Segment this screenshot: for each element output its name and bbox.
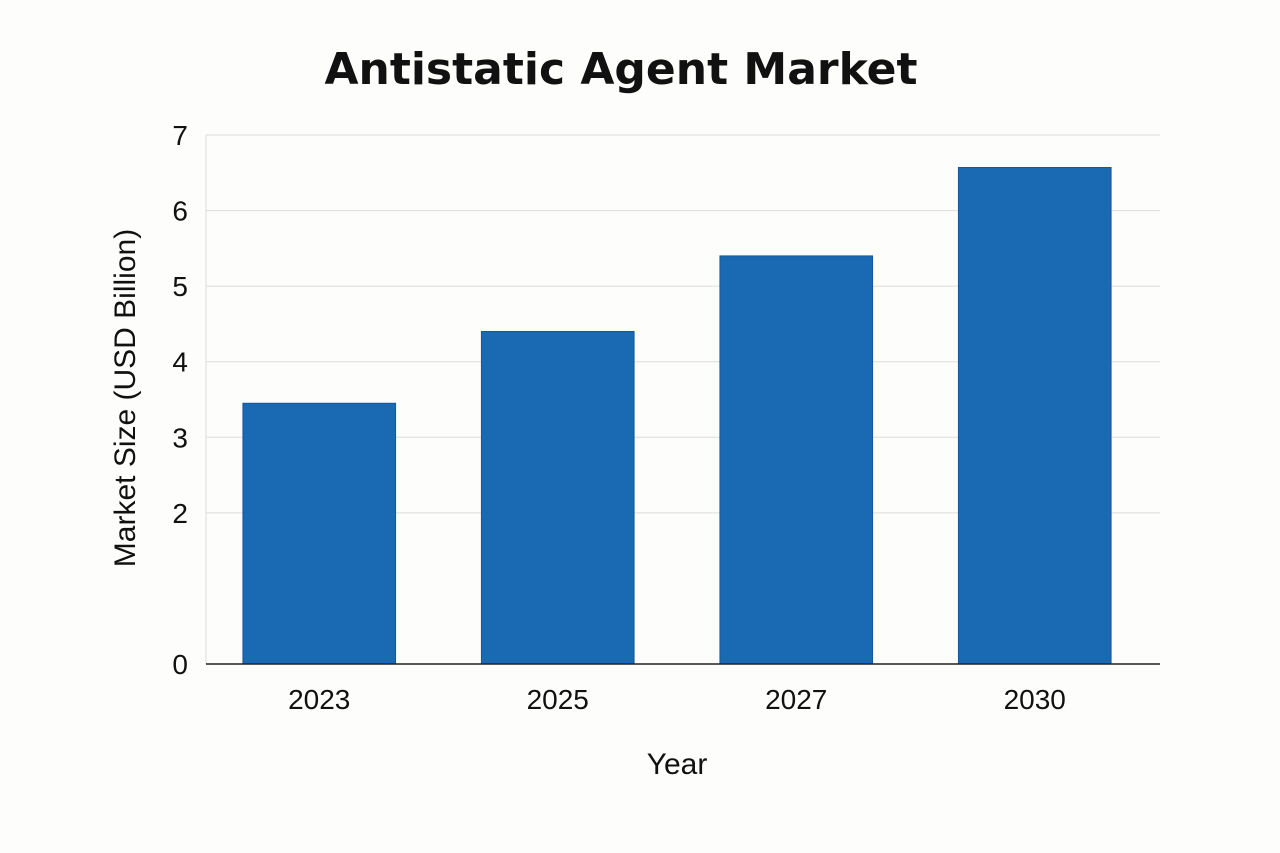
bar-2025: [480, 330, 635, 665]
x-tick-label: 2027: [765, 684, 827, 715]
y-tick-labels: 0 2 3 4 5 6 7: [172, 120, 188, 680]
y-tick-label: 3: [172, 422, 188, 453]
chart-title: Antistatic Agent Market: [324, 44, 918, 95]
y-tick-label: 6: [172, 196, 188, 227]
bars: [242, 166, 1112, 665]
bar-2030: [957, 166, 1112, 665]
bar-2027: [719, 255, 874, 665]
x-axis-title: Year: [647, 748, 708, 781]
y-axis-title: Market Size (USD Billion): [109, 229, 142, 567]
x-tick-label: 2030: [1004, 684, 1066, 715]
y-tick-label: 0: [172, 649, 188, 680]
x-tick-label: 2023: [288, 684, 350, 715]
y-tick-label: 2: [172, 498, 188, 529]
y-tick-label: 7: [172, 120, 188, 151]
bar-2023: [242, 402, 397, 665]
y-tick-label: 4: [172, 347, 188, 378]
x-tick-label: 2025: [527, 684, 589, 715]
x-tick-labels: 2023 2025 2027 2030: [288, 684, 1066, 715]
y-tick-label: 5: [172, 271, 188, 302]
